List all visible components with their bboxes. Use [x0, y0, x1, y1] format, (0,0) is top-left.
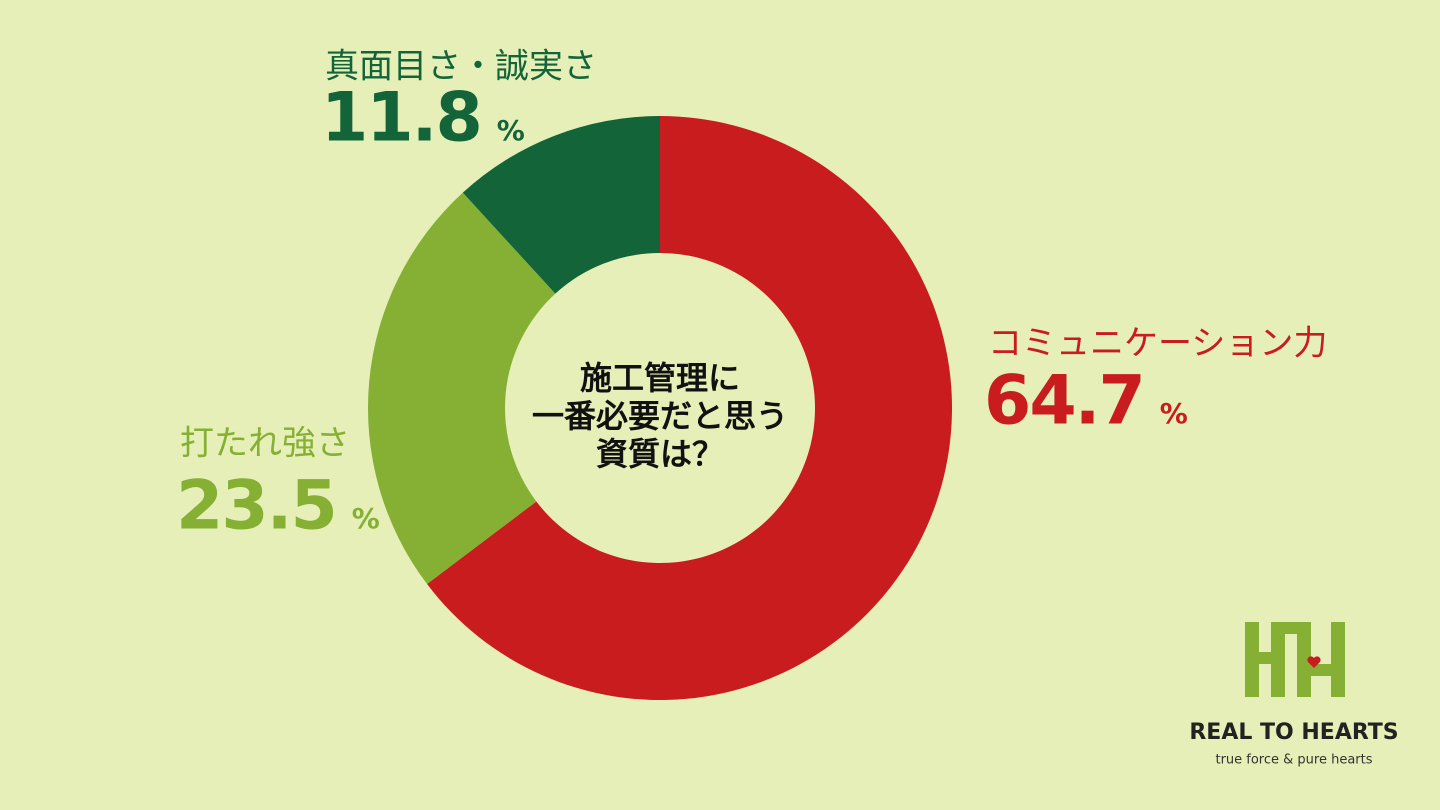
- center-text: 施工管理に: [580, 359, 740, 397]
- logo-bar: [1271, 622, 1285, 697]
- logo-bar: [1297, 622, 1311, 697]
- value-label: 11.8: [321, 79, 481, 158]
- logo-bar: [1331, 622, 1345, 697]
- center-text: 資質は？: [596, 435, 724, 473]
- logo-name: REAL TO HEARTS: [1189, 720, 1398, 745]
- value-unit: %: [1160, 397, 1188, 430]
- category-label: 真面目さ・誠実さ: [325, 47, 597, 87]
- logo-tagline: true force & pure hearts: [1215, 753, 1372, 768]
- center-text: 一番必要だと思う: [532, 397, 788, 435]
- category-label: コミュニケーション力: [988, 324, 1327, 364]
- logo-icon: [1245, 622, 1345, 697]
- value-label: 64.7: [984, 362, 1144, 441]
- donut-segment: [427, 116, 952, 700]
- value-unit: %: [352, 502, 380, 535]
- donut-segment: [462, 116, 660, 294]
- value-unit: %: [497, 114, 525, 147]
- category-label: 打たれ強さ: [180, 424, 350, 464]
- value-label: 23.5: [176, 467, 336, 546]
- donut-segment: [367, 192, 556, 585]
- logo-heart: [1307, 656, 1321, 668]
